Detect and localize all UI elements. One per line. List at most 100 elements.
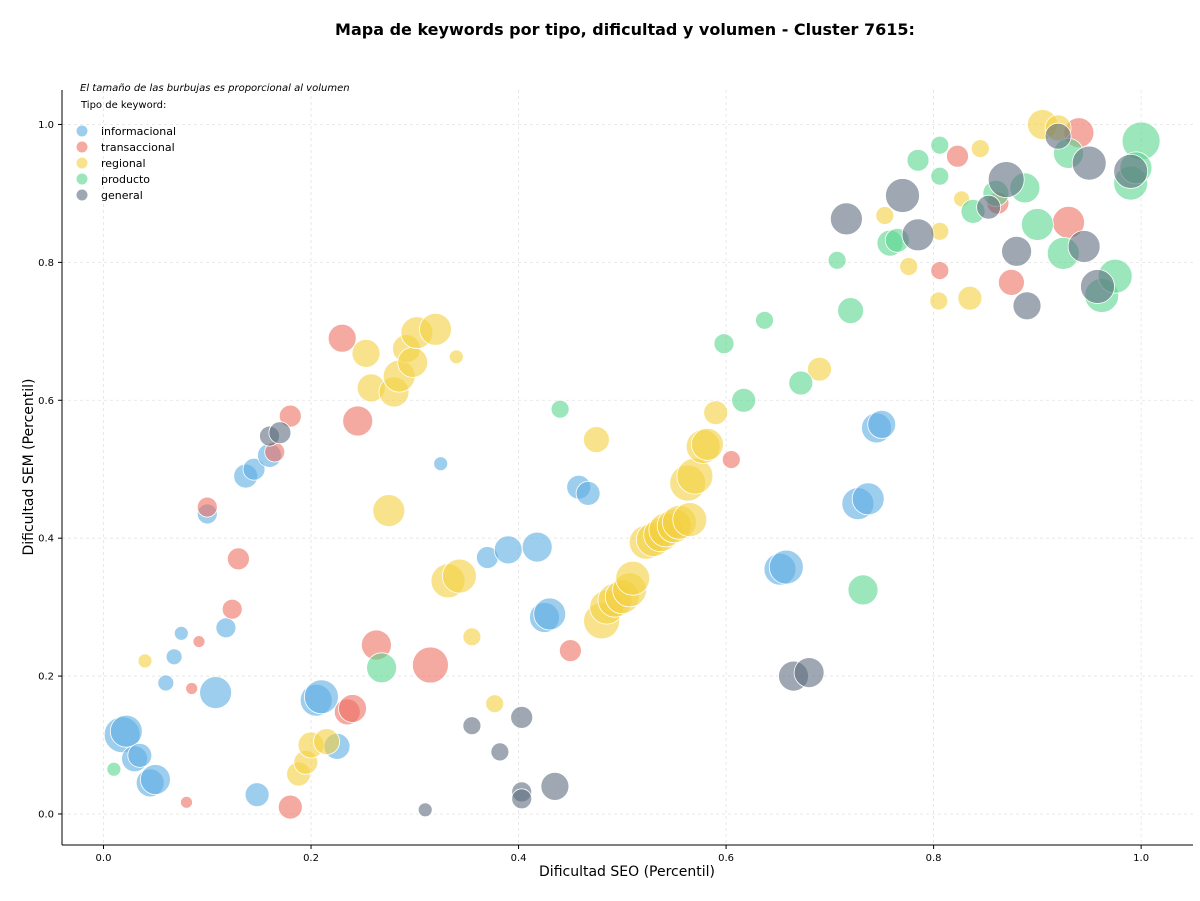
- bubble-general: [540, 772, 570, 801]
- legend-marker-regional: [76, 157, 88, 169]
- bubble-regional: [583, 426, 610, 454]
- bubble-regional: [615, 560, 651, 596]
- bubble-regional: [372, 494, 406, 528]
- bubble-producto: [550, 399, 570, 419]
- bubble-general: [511, 788, 533, 810]
- bubble-producto: [713, 333, 735, 355]
- bubble-size-note: El tamaño de las burbujas es proporciona…: [80, 83, 350, 94]
- bubble-general: [1001, 235, 1032, 267]
- x-axis-label: Dificultad SEO (Percentil): [539, 864, 715, 880]
- bubble-informacional: [521, 531, 553, 563]
- bubble-regional: [807, 356, 832, 382]
- bubble-transaccional: [342, 405, 374, 437]
- bubble-informacional: [244, 782, 270, 808]
- bubble-producto: [930, 135, 950, 155]
- x-tick-label: 0.8: [926, 853, 942, 864]
- x-tick-label: 1.0: [1133, 853, 1149, 864]
- bubble-regional: [970, 139, 990, 159]
- legend-label-producto: producto: [101, 173, 150, 186]
- bubble-producto: [847, 574, 879, 606]
- bubble-general: [1113, 153, 1149, 189]
- bubble-informacional: [575, 480, 601, 506]
- legend: El tamaño de las burbujas es proporciona…: [76, 83, 350, 202]
- bubble-informacional: [303, 679, 339, 715]
- legend-title: Tipo de keyword:: [80, 100, 166, 111]
- bubble-regional: [672, 502, 708, 537]
- legend-label-general: general: [101, 189, 143, 202]
- y-tick-label: 0.2: [38, 672, 54, 683]
- bubble-regional: [929, 291, 949, 311]
- bubble-regional: [485, 694, 505, 714]
- bubble-general: [462, 716, 482, 736]
- bubble-informacional: [851, 482, 885, 516]
- legend-marker-transaccional: [76, 141, 88, 153]
- bubble-regional: [448, 349, 464, 365]
- bubble-informacional: [157, 674, 175, 692]
- grid: [62, 90, 1193, 845]
- bubble-general: [417, 802, 433, 818]
- chart-title: Mapa de keywords por tipo, dificultad y …: [335, 20, 915, 39]
- bubble-producto: [731, 387, 757, 413]
- bubble-transaccional: [559, 639, 582, 662]
- bubble-regional: [351, 338, 381, 368]
- bubble-general: [1080, 269, 1115, 304]
- bubble-general: [793, 657, 825, 688]
- bubble-informacional: [139, 764, 171, 795]
- x-tick-label: 0.4: [511, 853, 527, 864]
- bubble-producto: [1021, 208, 1054, 241]
- bubble-producto: [788, 370, 814, 396]
- y-tick-label: 0.4: [38, 534, 54, 545]
- x-tick-label: 0.2: [303, 853, 319, 864]
- bubble-transaccional: [998, 268, 1025, 296]
- bubble-regional: [875, 206, 895, 225]
- bubble-informacional: [109, 714, 143, 748]
- bubble-general: [1067, 230, 1101, 263]
- bubble-general: [490, 742, 510, 762]
- bubble-informacional: [533, 597, 567, 631]
- bubble-transaccional: [327, 323, 357, 353]
- axes: [61, 90, 1193, 846]
- bubble-general: [268, 421, 292, 445]
- legend-label-informacional: informacional: [101, 125, 176, 138]
- bubble-regional: [462, 627, 482, 647]
- bubble-informacional: [768, 549, 804, 585]
- bubble-transaccional: [192, 635, 206, 648]
- bubble-regional: [313, 728, 341, 755]
- bubble-general: [976, 194, 1001, 220]
- bubble-transaccional: [180, 795, 193, 809]
- x-tick-label: 0.6: [718, 853, 734, 864]
- bubble-general: [1012, 291, 1042, 321]
- legend-marker-producto: [76, 173, 88, 185]
- bubble-general: [987, 161, 1025, 199]
- y-axis-label: Dificultad SEM (Percentil): [21, 379, 37, 556]
- bubble-transaccional: [221, 598, 243, 620]
- bubble-regional: [676, 457, 714, 495]
- bubble-general: [510, 706, 534, 729]
- bubble-transaccional: [946, 144, 969, 168]
- bubble-informacional: [493, 535, 523, 565]
- y-tick-label: 0.6: [38, 396, 54, 407]
- bubble-regional: [957, 285, 983, 311]
- legend-marker-informacional: [76, 125, 88, 137]
- bubbles: [103, 109, 1161, 820]
- bubble-transaccional: [411, 646, 449, 684]
- bubble-regional: [441, 558, 477, 594]
- bubble-informacional: [165, 648, 183, 666]
- bubble-producto: [837, 297, 864, 325]
- bubble-informacional: [199, 676, 233, 709]
- bubble-regional: [703, 400, 729, 426]
- bubble-regional: [899, 257, 919, 276]
- bubble-general: [1071, 145, 1107, 181]
- legend-label-regional: regional: [101, 157, 146, 170]
- y-tick-label: 0.0: [38, 809, 54, 820]
- bubble-general: [830, 202, 863, 236]
- bubble-informacional: [867, 409, 897, 439]
- ticks: 0.0 0.2 0.4 0.6 0.8 1.0 0.0 0.2 0.4 0.6 0.8 1.0: [38, 120, 1149, 864]
- bubble-informacional: [433, 456, 449, 472]
- bubble-informacional: [242, 457, 266, 481]
- legend-marker-general: [76, 189, 88, 201]
- bubble-producto: [906, 148, 930, 172]
- bubble-regional: [397, 346, 429, 378]
- bubble-transaccional: [721, 450, 741, 470]
